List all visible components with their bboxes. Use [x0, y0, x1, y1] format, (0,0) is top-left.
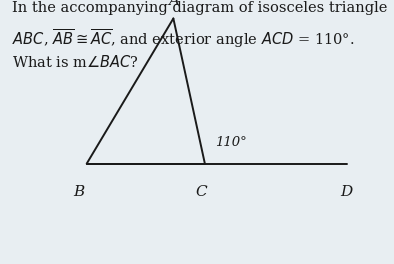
Text: D: D: [340, 185, 353, 199]
Text: 110°: 110°: [215, 136, 247, 149]
Text: $\it{ABC}$, $\overline{\it{AB}} \cong \overline{\it{AC}}$, and exterior angle $\: $\it{ABC}$, $\overline{\it{AB}} \cong \o…: [12, 28, 354, 50]
Text: A: A: [168, 0, 179, 8]
Text: In the accompanying diagram of isosceles triangle: In the accompanying diagram of isosceles…: [12, 1, 387, 15]
Text: C: C: [195, 185, 207, 199]
Text: B: B: [73, 185, 84, 199]
Text: What is m$\angle \it{BAC}$?: What is m$\angle \it{BAC}$?: [12, 54, 139, 70]
